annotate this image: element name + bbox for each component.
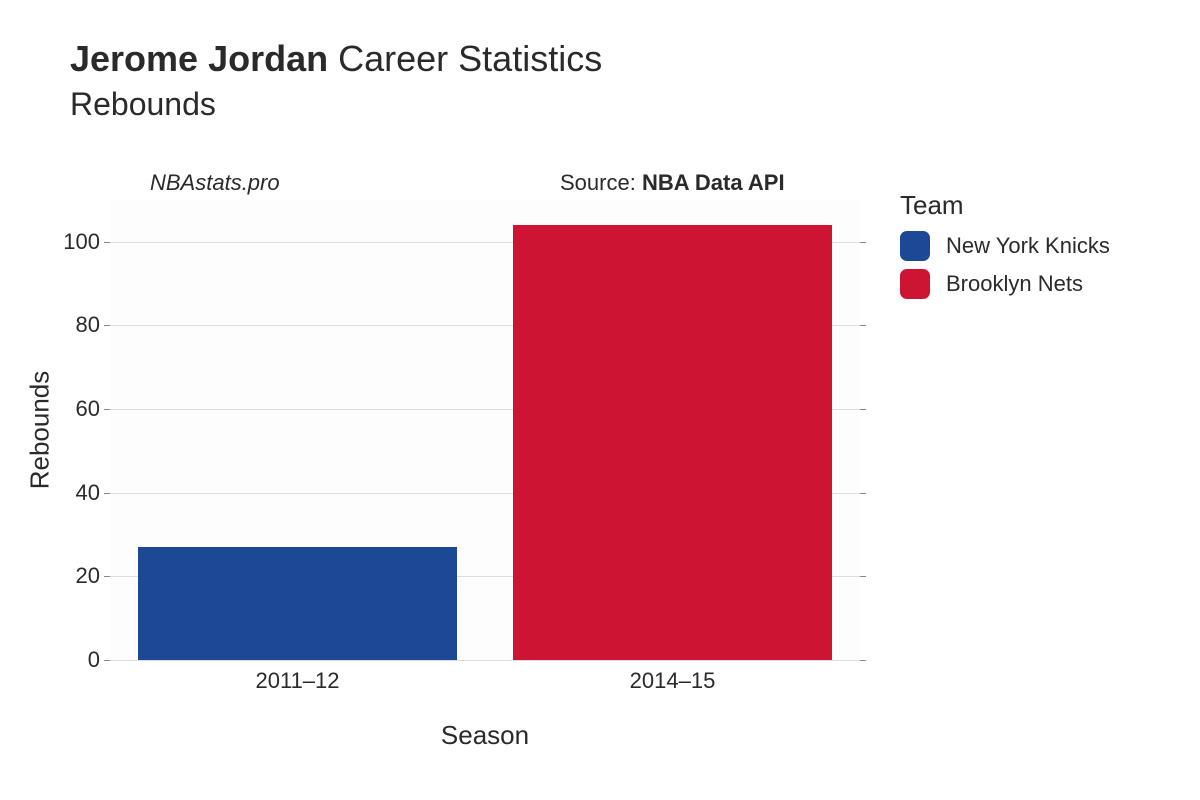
y-tick-mark: [104, 409, 110, 410]
title-suffix: Career Statistics: [338, 38, 602, 79]
legend-swatch: [900, 269, 930, 299]
y-tick-mark: [104, 325, 110, 326]
watermark-text: NBAstats.pro: [150, 170, 280, 196]
chart-container: Jerome Jordan Career Statistics Rebounds…: [0, 0, 1200, 800]
y-tick-label: 100: [40, 229, 100, 255]
legend-title: Team: [900, 190, 1110, 221]
plot-area: 0204060801002011–122014–15: [110, 200, 860, 660]
y-tick-label: 80: [40, 312, 100, 338]
bar: [513, 225, 832, 660]
legend: Team New York Knicks Brooklyn Nets: [900, 190, 1110, 307]
legend-item: New York Knicks: [900, 231, 1110, 261]
gridline: [110, 660, 860, 661]
y-tick-mark: [860, 409, 866, 410]
source-name: NBA Data API: [642, 170, 785, 195]
y-tick-mark: [104, 242, 110, 243]
y-tick-mark: [860, 242, 866, 243]
y-tick-mark: [104, 493, 110, 494]
source-prefix: Source:: [560, 170, 642, 195]
y-tick-mark: [860, 325, 866, 326]
y-tick-mark: [860, 493, 866, 494]
legend-swatch: [900, 231, 930, 261]
x-tick-label: 2011–12: [255, 668, 339, 694]
player-name: Jerome Jordan: [70, 38, 328, 79]
y-tick-label: 20: [40, 563, 100, 589]
x-tick-label: 2014–15: [630, 668, 716, 694]
title-block: Jerome Jordan Career Statistics Rebounds: [70, 38, 602, 123]
legend-label: Brooklyn Nets: [946, 271, 1083, 297]
y-axis-title: Rebounds: [25, 371, 56, 490]
chart-title: Jerome Jordan Career Statistics: [70, 38, 602, 80]
legend-item: Brooklyn Nets: [900, 269, 1110, 299]
y-tick-mark: [860, 660, 866, 661]
y-tick-label: 0: [40, 647, 100, 673]
legend-label: New York Knicks: [946, 233, 1110, 259]
chart-subtitle: Rebounds: [70, 86, 602, 123]
bar: [138, 547, 457, 660]
source-attribution: Source: NBA Data API: [560, 170, 785, 196]
y-tick-mark: [860, 576, 866, 577]
y-tick-mark: [104, 576, 110, 577]
x-axis-title: Season: [441, 720, 529, 751]
y-tick-mark: [104, 660, 110, 661]
